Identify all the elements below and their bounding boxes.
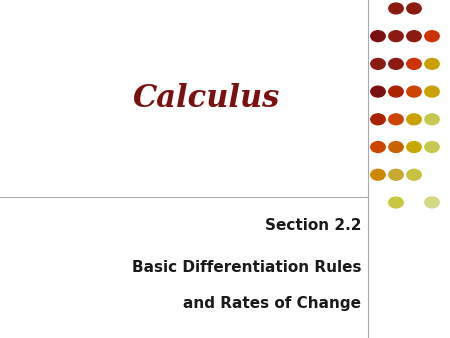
Circle shape [425, 31, 439, 42]
Text: and Rates of Change: and Rates of Change [183, 296, 361, 311]
Circle shape [407, 3, 421, 14]
Circle shape [371, 114, 385, 125]
Circle shape [425, 142, 439, 152]
Text: Section 2.2: Section 2.2 [265, 218, 361, 233]
Circle shape [407, 58, 421, 69]
Text: Basic Differentiation Rules: Basic Differentiation Rules [132, 260, 361, 275]
Circle shape [389, 86, 403, 97]
Circle shape [371, 58, 385, 69]
Circle shape [425, 114, 439, 125]
Circle shape [407, 114, 421, 125]
Circle shape [389, 58, 403, 69]
Circle shape [425, 197, 439, 208]
Circle shape [425, 58, 439, 69]
Circle shape [371, 169, 385, 180]
Circle shape [389, 142, 403, 152]
Circle shape [389, 197, 403, 208]
Circle shape [389, 114, 403, 125]
Circle shape [371, 31, 385, 42]
Circle shape [371, 86, 385, 97]
Circle shape [407, 86, 421, 97]
Circle shape [407, 142, 421, 152]
Circle shape [389, 31, 403, 42]
Circle shape [407, 31, 421, 42]
Circle shape [425, 86, 439, 97]
Circle shape [389, 3, 403, 14]
Circle shape [407, 169, 421, 180]
Circle shape [389, 169, 403, 180]
Circle shape [371, 142, 385, 152]
Text: Calculus: Calculus [133, 83, 280, 114]
